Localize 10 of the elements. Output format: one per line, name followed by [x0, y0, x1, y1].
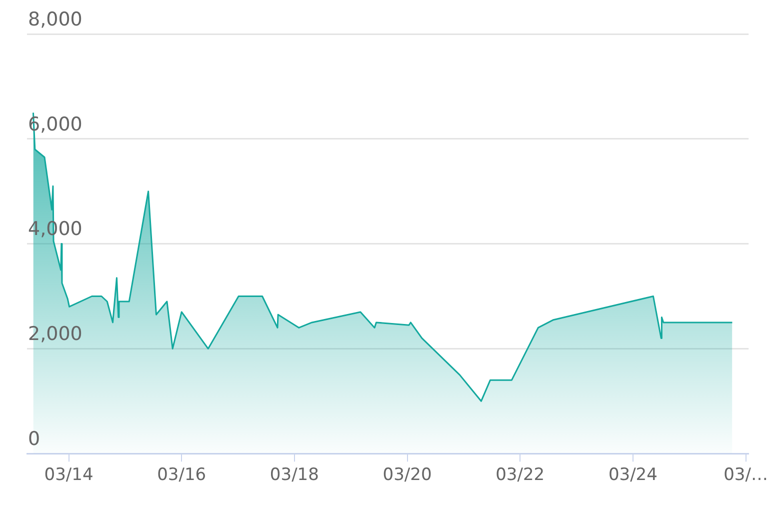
y-tick-label: 8,000	[28, 8, 82, 30]
y-tick-label: 0	[28, 428, 40, 450]
y-tick-label: 2,000	[28, 323, 82, 346]
x-tick-label: 03/20	[382, 465, 432, 486]
x-tick-label: 03/24	[608, 465, 658, 486]
x-tick-label: 03/16	[157, 465, 206, 486]
x-tick-label: 03/18	[270, 465, 319, 486]
x-tick-label: 03/22	[496, 465, 545, 486]
x-tick-label: 03/…	[724, 465, 768, 486]
x-tick-label: 03/14	[44, 465, 94, 486]
